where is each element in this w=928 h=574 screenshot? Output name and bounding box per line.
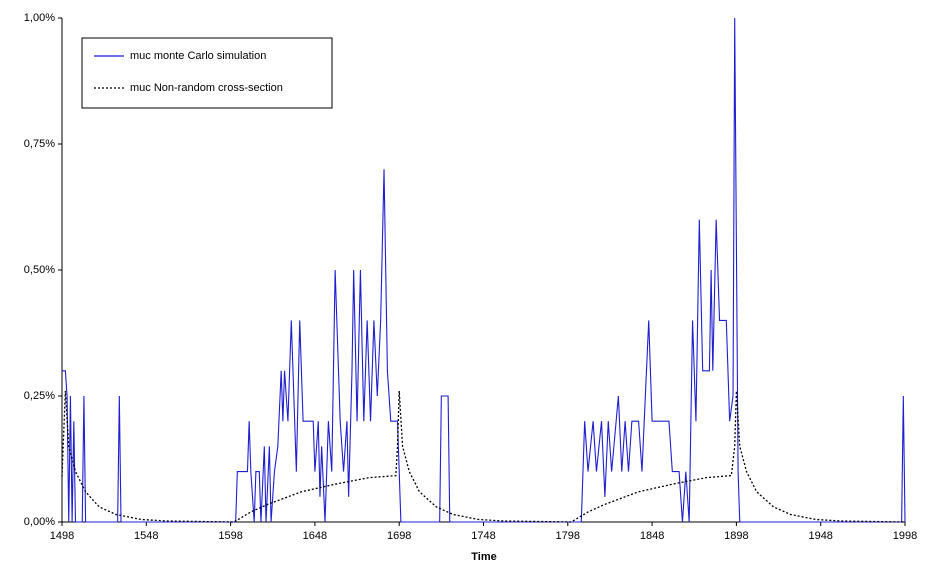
x-tick-label: 1898 [724, 530, 748, 542]
x-tick-label: 1798 [556, 530, 580, 542]
x-tick-label: 1948 [808, 530, 832, 542]
x-tick-label: 1698 [387, 530, 411, 542]
x-tick-label: 1848 [640, 530, 664, 542]
x-tick-label: 1548 [134, 530, 158, 542]
x-tick-label: 1498 [50, 530, 74, 542]
legend-label: muc monte Carlo simulation [130, 50, 266, 62]
series-line [62, 17, 906, 523]
x-tick-label: 1648 [303, 530, 327, 542]
y-tick-label: 0,00% [24, 516, 55, 528]
x-tick-label: 1998 [893, 530, 917, 542]
legend-label: muc Non-random cross-section [130, 82, 283, 94]
x-tick-label: 1598 [218, 530, 242, 542]
y-tick-label: 0,75% [24, 138, 55, 150]
y-tick-label: 1,00% [24, 12, 55, 24]
series-line [61, 390, 906, 523]
y-tick-label: 0,50% [24, 264, 55, 276]
legend-box [81, 37, 333, 109]
x-tick-label: 1748 [471, 530, 495, 542]
x-axis-label: Time [471, 551, 496, 563]
y-tick-label: 0,25% [24, 390, 55, 402]
